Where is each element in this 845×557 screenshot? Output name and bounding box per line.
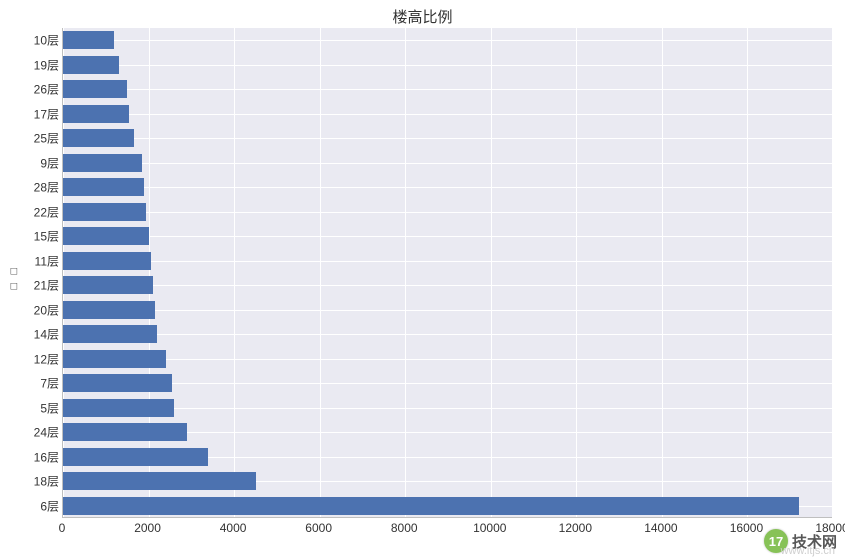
x-tick-label: 10000: [473, 521, 506, 535]
y-tick-label: 18层: [34, 473, 59, 490]
gridline-v: [747, 28, 748, 517]
gridline-v: [405, 28, 406, 517]
gridline-h: [63, 40, 832, 41]
plot-area: [62, 28, 832, 518]
bar: [63, 178, 144, 196]
bar: [63, 154, 142, 172]
y-tick-label: 6层: [40, 497, 59, 514]
gridline-h: [63, 187, 832, 188]
y-tick-label: 16层: [34, 448, 59, 465]
bar: [63, 56, 119, 74]
y-tick-label: 10层: [34, 32, 59, 49]
x-tick-label: 2000: [134, 521, 161, 535]
bar: [63, 252, 151, 270]
x-tick-label: 14000: [644, 521, 677, 535]
bar: [63, 301, 155, 319]
chart-title: 楼高比例: [0, 6, 845, 27]
bar: [63, 325, 157, 343]
y-tick-label: 20层: [34, 301, 59, 318]
bar: [63, 276, 153, 294]
y-tick-label: 15层: [34, 228, 59, 245]
bar: [63, 203, 146, 221]
y-tick-label: 5层: [40, 399, 59, 416]
bar: [63, 227, 149, 245]
y-tick-label: 21层: [34, 277, 59, 294]
x-tick-label: 0: [59, 521, 66, 535]
y-tick-label: 11层: [35, 252, 59, 269]
y-tick-label: 28层: [34, 179, 59, 196]
gridline-h: [63, 334, 832, 335]
x-tick-label: 8000: [391, 521, 418, 535]
y-tick-label: 17层: [34, 105, 59, 122]
bar: [63, 423, 187, 441]
bar: [63, 80, 127, 98]
gridline-h: [63, 114, 832, 115]
gridline-v: [149, 28, 150, 517]
bar: [63, 350, 166, 368]
watermark-url: www.itjs.cn: [781, 545, 835, 557]
x-tick-label: 4000: [220, 521, 247, 535]
gridline-h: [63, 236, 832, 237]
y-tick-label: 26层: [34, 81, 59, 98]
gridline-h: [63, 310, 832, 311]
gridline-v: [491, 28, 492, 517]
gridline-h: [63, 212, 832, 213]
bar: [63, 448, 208, 466]
gridline-h: [63, 163, 832, 164]
gridline-h: [63, 408, 832, 409]
bar: [63, 374, 172, 392]
gridline-h: [63, 359, 832, 360]
bar: [63, 497, 799, 515]
bar: [63, 129, 134, 147]
x-tick-label: 6000: [305, 521, 332, 535]
gridline-h: [63, 261, 832, 262]
gridline-v: [662, 28, 663, 517]
gridline-v: [320, 28, 321, 517]
chart-container: 楼高比例 □ □ 17 技术网 www.itjs.cn 020004000600…: [0, 0, 845, 557]
bar: [63, 399, 174, 417]
gridline-h: [63, 138, 832, 139]
gridline-h: [63, 89, 832, 90]
gridline-h: [63, 65, 832, 66]
x-tick-label: 16000: [730, 521, 763, 535]
y-tick-label: 7层: [40, 375, 59, 392]
gridline-h: [63, 285, 832, 286]
bar: [63, 472, 256, 490]
gridline-v: [63, 28, 64, 517]
gridline-v: [576, 28, 577, 517]
bar: [63, 31, 114, 49]
y-tick-label: 19层: [34, 56, 59, 73]
x-tick-label: 12000: [559, 521, 592, 535]
y-tick-label: 9层: [40, 154, 59, 171]
y-axis-label: □ □: [8, 265, 19, 292]
gridline-v: [833, 28, 834, 517]
gridline-v: [234, 28, 235, 517]
y-tick-label: 12层: [34, 350, 59, 367]
y-tick-label: 14层: [34, 326, 59, 343]
y-tick-label: 25层: [34, 130, 59, 147]
bar: [63, 105, 129, 123]
gridline-h: [63, 383, 832, 384]
y-tick-label: 22层: [34, 203, 59, 220]
y-tick-label: 24层: [34, 424, 59, 441]
x-tick-label: 18000: [815, 521, 845, 535]
